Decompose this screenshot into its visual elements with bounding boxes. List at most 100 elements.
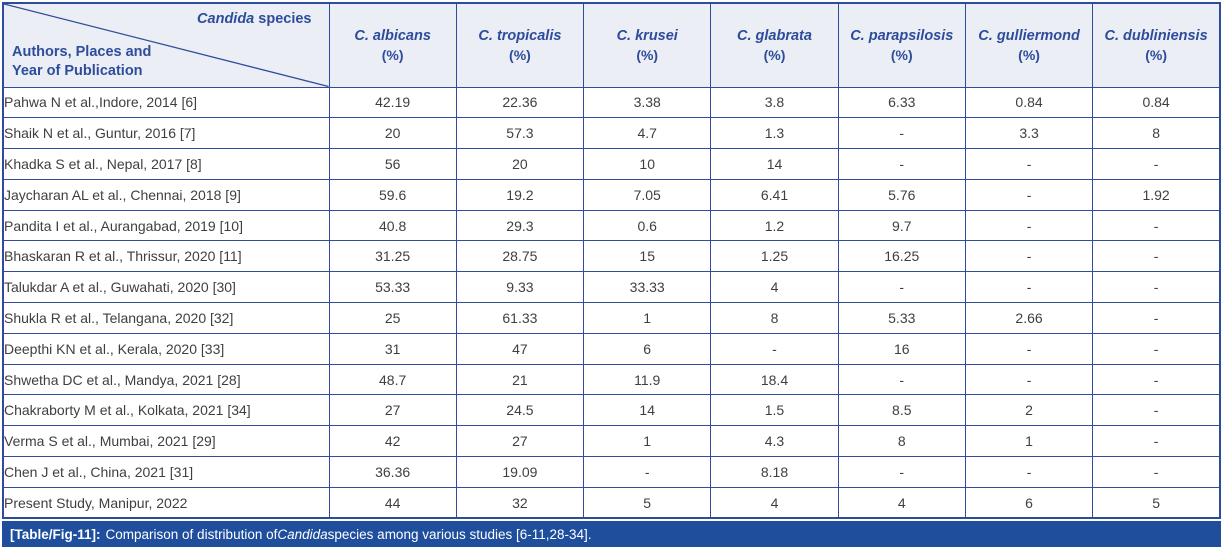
species-name: C. glabrata	[737, 27, 812, 44]
value-cell: 28.75	[455, 240, 585, 273]
value-cell: 42.19	[328, 86, 457, 119]
value-cell: 4	[710, 486, 839, 519]
value-cell: -	[1092, 209, 1221, 242]
value-cell: 18.4	[710, 363, 839, 396]
value-cell: 56	[328, 148, 457, 180]
table-row: Chakraborty M et al., Kolkata, 2021 [34]…	[2, 394, 1221, 427]
value-cell: 40.8	[328, 209, 457, 242]
value-cell: -	[964, 209, 1094, 242]
value-cell: -	[1092, 332, 1221, 365]
column-header-3: C. krusei (%)	[583, 2, 712, 88]
value-cell: 5.33	[837, 302, 966, 334]
study-cell: Talukdar A et al., Guwahati, 2020 [30]	[2, 271, 330, 304]
value-cell: -	[1092, 394, 1221, 427]
table-row: Shwetha DC et al., Mandya, 2021 [28] 48.7…	[2, 363, 1221, 396]
value-cell: 10	[583, 148, 712, 180]
study-cell: Shukla R et al., Telangana, 2020 [32]	[2, 302, 330, 334]
value-cell: 59.6	[328, 178, 457, 211]
value-cell: 0.84	[1092, 86, 1221, 119]
value-cell: 48.7	[328, 363, 457, 396]
value-cell: 31.25	[328, 240, 457, 273]
value-cell: 6	[964, 486, 1094, 519]
species-name: C. krusei	[616, 27, 678, 44]
table-row: Deepthi KN et al., Kerala, 2020 [33] 31 47…	[2, 332, 1221, 365]
value-cell: -	[1092, 456, 1221, 488]
value-cell: 7.05	[583, 178, 712, 211]
value-cell: 33.33	[583, 271, 712, 304]
value-cell: -	[964, 178, 1094, 211]
value-cell: -	[1092, 240, 1221, 273]
study-cell: Shwetha DC et al., Mandya, 2021 [28]	[2, 363, 330, 396]
column-header-7: C. dubliniensis (%)	[1092, 2, 1221, 88]
caption-italic-word: Candida	[277, 526, 328, 542]
value-cell: 11.9	[583, 363, 712, 396]
species-name: C. albicans	[354, 27, 431, 44]
diagonal-divider-line	[4, 4, 329, 87]
value-cell: 32	[455, 486, 585, 519]
value-cell: -	[837, 117, 966, 150]
species-unit: (%)	[763, 46, 786, 63]
caption-text-after: species among various studies [6-11,28-3…	[327, 526, 592, 542]
table-body: Pahwa N et al.,Indore, 2014 [6] 42.19 22.3…	[2, 86, 1221, 519]
value-cell: 16.25	[837, 240, 966, 273]
column-header-2: C. tropicalis (%)	[455, 2, 585, 88]
value-cell: 3.38	[583, 86, 712, 119]
table-row: Verma S et al., Mumbai, 2021 [29] 42 27 1 4.…	[2, 425, 1221, 458]
value-cell: 1	[583, 302, 712, 334]
value-cell: 1.2	[710, 209, 839, 242]
value-cell: -	[583, 456, 712, 488]
value-cell: 21	[455, 363, 585, 396]
value-cell: -	[837, 456, 966, 488]
table-row: Khadka S et al., Nepal, 2017 [8] 56 20 10 14…	[2, 148, 1221, 180]
value-cell: 14	[583, 394, 712, 427]
header-row: Candida species Authors, Places and Year…	[2, 2, 1221, 88]
value-cell: -	[964, 332, 1094, 365]
value-cell: 9.33	[455, 271, 585, 304]
value-cell: 1	[583, 425, 712, 458]
value-cell: -	[964, 240, 1094, 273]
study-cell: Present Study, Manipur, 2022	[2, 486, 330, 519]
table-row: Shaik N et al., Guntur, 2016 [7] 20 57.3 4.…	[2, 117, 1221, 150]
caption-text-before: Comparison of distribution of	[105, 526, 278, 542]
species-unit: (%)	[509, 46, 531, 63]
value-cell: 4.3	[710, 425, 839, 458]
value-cell: 0.6	[583, 209, 712, 242]
species-unit: (%)	[1145, 46, 1167, 63]
value-cell: 5	[583, 486, 712, 519]
study-cell: Deepthi KN et al., Kerala, 2020 [33]	[2, 332, 330, 365]
species-name: C. gulliermond	[978, 27, 1080, 44]
corner-authors-line2: Year of Publication	[12, 62, 143, 79]
value-cell: -	[964, 363, 1094, 396]
value-cell: -	[964, 456, 1094, 488]
value-cell: -	[964, 271, 1094, 304]
value-cell: 1.3	[710, 117, 839, 150]
value-cell: 0.84	[964, 86, 1094, 119]
value-cell: 16	[837, 332, 966, 365]
study-cell: Shaik N et al., Guntur, 2016 [7]	[2, 117, 330, 150]
value-cell: 5.76	[837, 178, 966, 211]
corner-authors-line1: Authors, Places and	[12, 43, 152, 60]
table-row: Chen J et al., China, 2021 [31] 36.36 19.0…	[2, 456, 1221, 488]
value-cell: 4	[837, 486, 966, 519]
value-cell: 6.41	[710, 178, 839, 211]
value-cell: -	[1092, 148, 1221, 180]
table-row: Pahwa N et al.,Indore, 2014 [6] 42.19 22.3…	[2, 86, 1221, 119]
value-cell: 2.66	[964, 302, 1094, 334]
value-cell: 22.36	[455, 86, 585, 119]
value-cell: 8	[1092, 117, 1221, 150]
value-cell: 44	[328, 486, 457, 519]
column-header-1: C. albicans (%)	[328, 2, 457, 88]
table-caption: [Table/Fig-11]: Comparison of distributio…	[2, 521, 1221, 548]
value-cell: 6	[583, 332, 712, 365]
value-cell: -	[1092, 302, 1221, 334]
value-cell: 14	[710, 148, 839, 180]
value-cell: 15	[583, 240, 712, 273]
study-cell: Verma S et al., Mumbai, 2021 [29]	[2, 425, 330, 458]
corner-species-rest: species	[254, 11, 312, 27]
species-unit: (%)	[1018, 46, 1040, 63]
value-cell: 5	[1092, 486, 1221, 519]
corner-authors-label: Authors, Places and Year of Publication	[12, 43, 151, 81]
study-cell: Chakraborty M et al., Kolkata, 2021 [34]	[2, 394, 330, 427]
value-cell: 19.09	[455, 456, 585, 488]
